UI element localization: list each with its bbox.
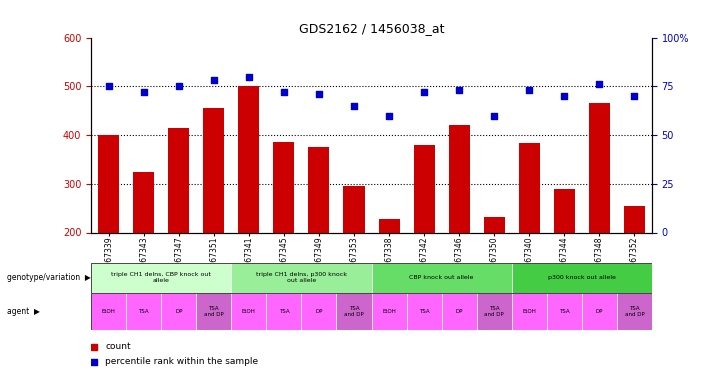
Text: TSA: TSA bbox=[418, 309, 430, 314]
Text: TSA: TSA bbox=[278, 309, 290, 314]
FancyBboxPatch shape bbox=[477, 292, 512, 330]
Point bbox=[454, 87, 465, 93]
FancyBboxPatch shape bbox=[91, 262, 231, 292]
FancyBboxPatch shape bbox=[547, 292, 582, 330]
Text: TSA: TSA bbox=[559, 309, 570, 314]
FancyBboxPatch shape bbox=[336, 292, 372, 330]
FancyBboxPatch shape bbox=[512, 292, 547, 330]
FancyBboxPatch shape bbox=[372, 262, 512, 292]
Text: DP: DP bbox=[175, 309, 182, 314]
Bar bbox=[168, 128, 189, 330]
Point bbox=[489, 112, 500, 118]
FancyBboxPatch shape bbox=[231, 292, 266, 330]
FancyBboxPatch shape bbox=[91, 292, 126, 330]
FancyBboxPatch shape bbox=[407, 292, 442, 330]
FancyBboxPatch shape bbox=[196, 292, 231, 330]
Text: DP: DP bbox=[456, 309, 463, 314]
Title: GDS2162 / 1456038_at: GDS2162 / 1456038_at bbox=[299, 22, 444, 35]
Bar bbox=[484, 217, 505, 330]
FancyBboxPatch shape bbox=[372, 292, 407, 330]
Point bbox=[278, 89, 290, 95]
Point bbox=[391, 159, 402, 165]
FancyBboxPatch shape bbox=[582, 292, 617, 330]
Text: EtOH: EtOH bbox=[242, 309, 256, 314]
FancyBboxPatch shape bbox=[442, 292, 477, 330]
Point bbox=[524, 87, 535, 93]
Point bbox=[629, 93, 640, 99]
Text: genotype/variation  ▶: genotype/variation ▶ bbox=[7, 273, 90, 282]
Point bbox=[418, 89, 430, 95]
FancyBboxPatch shape bbox=[301, 292, 336, 330]
Bar bbox=[273, 142, 294, 330]
Bar bbox=[589, 104, 610, 330]
FancyBboxPatch shape bbox=[266, 292, 301, 330]
Text: DP: DP bbox=[596, 309, 603, 314]
Text: EtOH: EtOH bbox=[522, 309, 536, 314]
Point bbox=[173, 83, 184, 89]
Text: DP: DP bbox=[315, 309, 322, 314]
Text: TSA
and DP: TSA and DP bbox=[204, 306, 224, 316]
Text: count: count bbox=[105, 342, 131, 351]
Bar bbox=[238, 86, 259, 330]
Bar bbox=[203, 108, 224, 330]
Bar bbox=[624, 206, 645, 330]
Bar bbox=[414, 145, 435, 330]
Bar bbox=[343, 186, 365, 330]
Text: p300 knock out allele: p300 knock out allele bbox=[548, 275, 615, 280]
Bar bbox=[554, 189, 575, 330]
Text: percentile rank within the sample: percentile rank within the sample bbox=[105, 357, 258, 366]
Point bbox=[383, 112, 395, 118]
Point bbox=[594, 81, 605, 87]
FancyBboxPatch shape bbox=[512, 262, 652, 292]
Point bbox=[103, 83, 114, 89]
Point bbox=[348, 103, 360, 109]
FancyBboxPatch shape bbox=[161, 292, 196, 330]
FancyBboxPatch shape bbox=[126, 292, 161, 330]
Text: TSA
and DP: TSA and DP bbox=[344, 306, 364, 316]
FancyBboxPatch shape bbox=[231, 262, 372, 292]
Text: CBP knock out allele: CBP knock out allele bbox=[409, 275, 474, 280]
Text: TSA: TSA bbox=[138, 309, 149, 314]
Text: EtOH: EtOH bbox=[382, 309, 396, 314]
Bar bbox=[379, 219, 400, 330]
Text: triple CH1 delns, p300 knock
out allele: triple CH1 delns, p300 knock out allele bbox=[256, 272, 347, 283]
Point bbox=[138, 89, 149, 95]
Text: TSA
and DP: TSA and DP bbox=[625, 306, 644, 316]
Point bbox=[243, 74, 254, 80]
Text: TSA
and DP: TSA and DP bbox=[484, 306, 504, 316]
Bar bbox=[98, 135, 119, 330]
Bar bbox=[519, 143, 540, 330]
Point bbox=[208, 77, 219, 83]
Bar bbox=[133, 172, 154, 330]
Text: agent  ▶: agent ▶ bbox=[7, 307, 40, 316]
Point bbox=[313, 91, 325, 97]
Point bbox=[391, 295, 402, 301]
Bar bbox=[449, 125, 470, 330]
FancyBboxPatch shape bbox=[617, 292, 652, 330]
Text: triple CH1 delns, CBP knock out
allele: triple CH1 delns, CBP knock out allele bbox=[111, 272, 211, 283]
Text: EtOH: EtOH bbox=[102, 309, 116, 314]
Point bbox=[559, 93, 570, 99]
Bar bbox=[308, 147, 329, 330]
